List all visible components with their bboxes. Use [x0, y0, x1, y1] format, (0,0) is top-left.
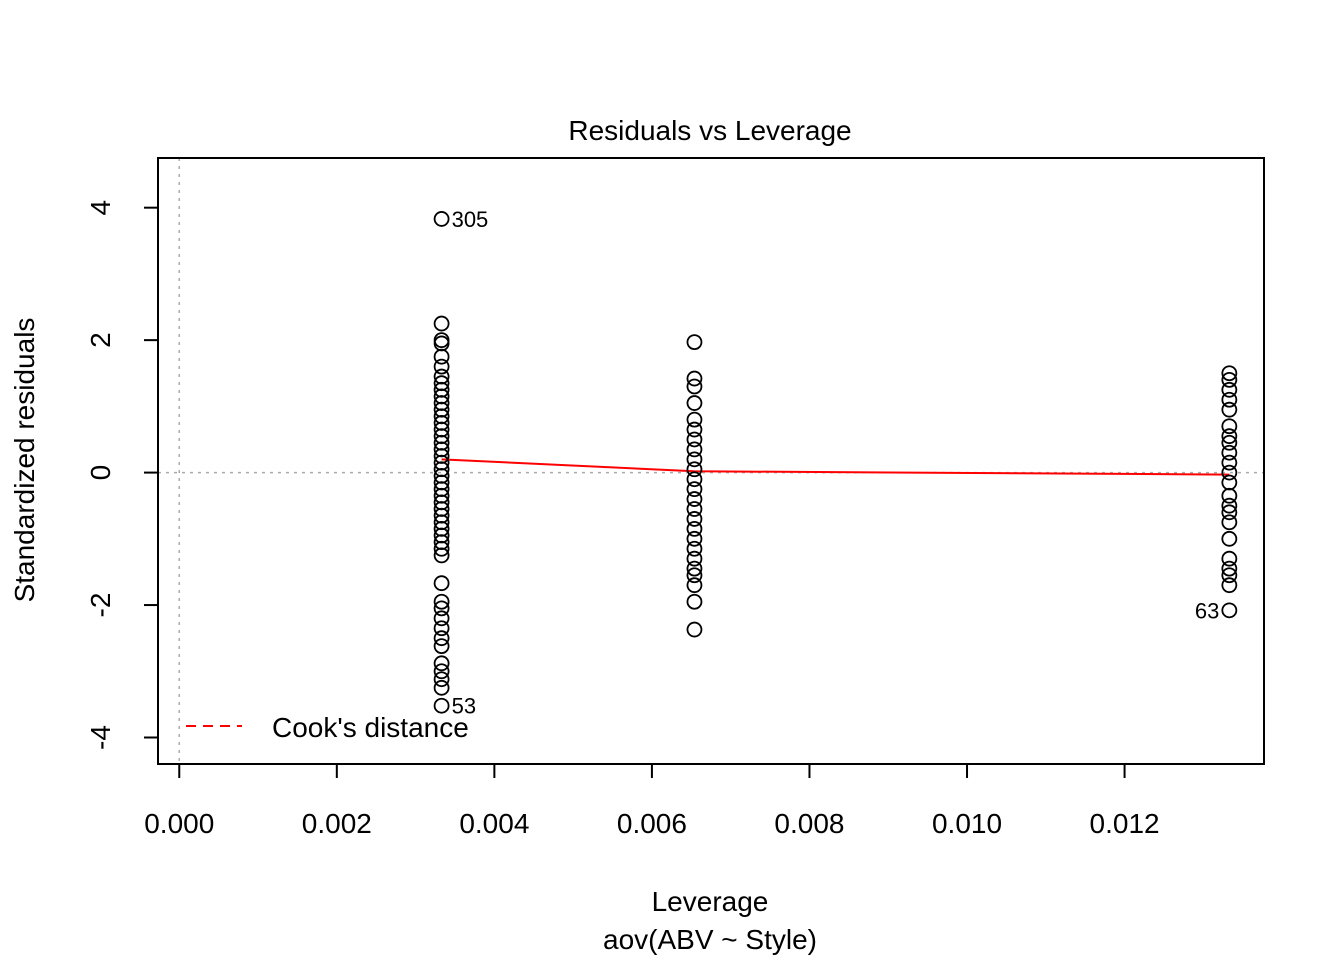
legend-cooks-distance-label: Cook's distance: [272, 712, 469, 743]
data-point: [433, 655, 450, 672]
axes: 0.000 0.002 0.004 0.006 0.008 0.010 0.012 -4 -2 0…: [85, 200, 1160, 839]
data-point: [1221, 602, 1238, 619]
data-point: [1221, 365, 1238, 382]
data-point: [686, 481, 703, 498]
y-tick-label: 4: [85, 200, 116, 216]
plot-frame: [157, 157, 1265, 765]
data-point: [1221, 454, 1238, 471]
smooth-line-group: [441, 458, 1230, 476]
x-tick-label: 0.010: [932, 808, 1002, 839]
data-point: [433, 358, 450, 375]
data-point: [433, 315, 450, 332]
data-point: [1221, 444, 1238, 461]
data-point: [686, 540, 703, 557]
data-point: [686, 395, 703, 411]
data-point: [1221, 530, 1238, 547]
data-point: [686, 461, 703, 478]
data-point: [1221, 474, 1238, 491]
data-point: [433, 600, 450, 617]
data-point: [686, 593, 703, 610]
data-point: [686, 520, 703, 537]
data-point: [433, 630, 450, 647]
data-point: [1221, 391, 1238, 408]
data-point: [1221, 577, 1238, 594]
data-point: [433, 348, 450, 365]
data-point: [1221, 550, 1238, 567]
data-point: [686, 577, 703, 594]
data-point: [1221, 487, 1238, 504]
data-point: [1221, 381, 1238, 398]
x-axis-sublabel: aov(ABV ~ Style): [603, 924, 817, 955]
data-point: [686, 441, 703, 458]
x-tick-label: 0.000: [144, 808, 214, 839]
data-point: [686, 491, 703, 507]
x-tick-label: 0.012: [1090, 808, 1160, 839]
data-point: [686, 370, 703, 387]
data-point: [433, 540, 450, 557]
y-tick-label: -2: [85, 593, 116, 618]
data-point: [686, 334, 703, 351]
data-point: [686, 621, 703, 638]
data-point: [1221, 567, 1238, 584]
legend: Cook's distance: [186, 712, 469, 743]
smooth-line: [441, 458, 1230, 476]
data-point: [433, 335, 450, 352]
y-axis-label: Standardized residuals: [9, 318, 40, 603]
data-point: [686, 567, 703, 584]
data-points: [433, 211, 1238, 714]
data-point: [433, 211, 450, 227]
data-point: [686, 471, 703, 488]
x-axis-label: Leverage: [652, 886, 769, 917]
y-tick-label: 0: [85, 465, 116, 481]
data-point: [1221, 418, 1238, 435]
y-tick-label: 2: [85, 332, 116, 348]
data-point: [686, 378, 703, 395]
x-tick-label: 0.004: [459, 808, 529, 839]
data-point: [1221, 401, 1238, 418]
x-tick-label: 0.008: [774, 808, 844, 839]
data-point: [433, 620, 450, 637]
data-point: [433, 697, 450, 714]
data-point: [686, 550, 703, 567]
data-point: [1221, 464, 1238, 481]
data-point: [433, 663, 450, 680]
point-label: 53: [452, 694, 476, 719]
data-point: [433, 593, 450, 610]
x-tick-label: 0.002: [302, 808, 372, 839]
data-point: [1221, 497, 1238, 514]
reference-lines: [158, 158, 1264, 764]
point-label: 305: [452, 207, 489, 232]
data-point: [1221, 434, 1238, 451]
data-point: [433, 671, 450, 688]
data-point: [686, 451, 703, 468]
data-point: [686, 501, 703, 517]
x-tick-label: 0.006: [617, 808, 687, 839]
data-point: [433, 679, 450, 696]
y-tick-label: -4: [85, 725, 116, 750]
data-point: [433, 638, 450, 655]
data-point: [433, 332, 450, 349]
data-point: [1221, 560, 1238, 577]
point-labels: 305 53 63: [452, 207, 1220, 719]
point-label: 63: [1195, 598, 1219, 623]
data-point: [686, 560, 703, 577]
data-point: [686, 511, 703, 527]
data-point: [1221, 428, 1238, 445]
data-point: [686, 411, 703, 428]
chart-title: Residuals vs Leverage: [568, 115, 851, 146]
data-point: [1221, 504, 1238, 521]
data-point: [1221, 514, 1238, 531]
data-point: [433, 610, 450, 627]
data-point: [433, 575, 450, 592]
data-point: [686, 431, 703, 448]
data-point: [1221, 371, 1238, 388]
data-point: [686, 530, 703, 547]
data-point: [433, 547, 450, 564]
data-point: [686, 421, 703, 438]
